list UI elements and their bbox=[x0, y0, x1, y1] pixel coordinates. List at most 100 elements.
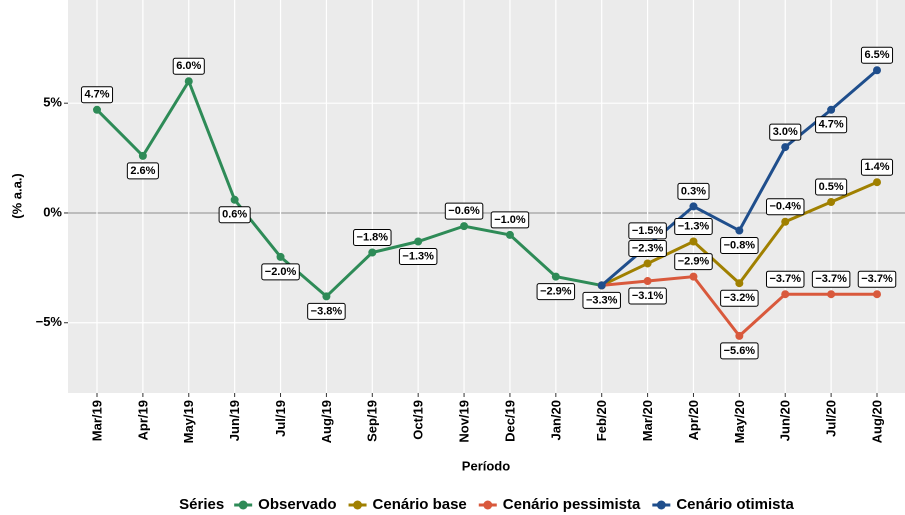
data-point bbox=[460, 222, 469, 231]
data-label: −2.0% bbox=[261, 263, 300, 281]
x-tick-label: Apr/19 bbox=[135, 400, 150, 440]
data-label-text: −3.2% bbox=[724, 292, 756, 304]
data-point bbox=[873, 178, 881, 187]
plot-panel bbox=[68, 0, 905, 393]
data-point bbox=[873, 66, 881, 75]
legend-label: Observado bbox=[258, 496, 336, 513]
label-box bbox=[307, 302, 346, 320]
label-box bbox=[536, 283, 576, 301]
data-label-text: 4.7% bbox=[84, 89, 109, 101]
data-point bbox=[230, 195, 239, 204]
x-tick-label: Aug/20 bbox=[869, 400, 884, 443]
data-label-text: −0.4% bbox=[769, 201, 801, 213]
data-label: 6.0% bbox=[172, 57, 205, 75]
data-label: −1.3% bbox=[674, 218, 713, 236]
legend-title: Séries bbox=[179, 496, 224, 513]
label-box bbox=[720, 289, 759, 307]
label-box bbox=[815, 116, 848, 134]
label-box bbox=[811, 270, 851, 288]
data-point bbox=[827, 290, 836, 299]
data-label-text: −5.6% bbox=[724, 345, 756, 357]
label-box bbox=[765, 198, 805, 216]
data-point bbox=[827, 105, 836, 114]
data-point bbox=[368, 248, 377, 257]
data-label-text: 1.4% bbox=[864, 161, 889, 173]
data-point bbox=[781, 217, 790, 226]
data-point bbox=[414, 237, 423, 246]
data-label: −3.7% bbox=[765, 270, 805, 288]
x-tick-label: Jan/20 bbox=[548, 400, 563, 440]
data-label: 1.4% bbox=[860, 158, 894, 176]
label-box bbox=[628, 222, 667, 240]
label-box bbox=[628, 239, 667, 257]
legend-swatch bbox=[483, 500, 493, 510]
data-label: −2.9% bbox=[674, 253, 713, 271]
data-point bbox=[643, 259, 652, 268]
data-label: −0.4% bbox=[765, 198, 805, 216]
x-tick-label: Jul/20 bbox=[824, 400, 839, 437]
label-box bbox=[490, 211, 530, 229]
data-label-text: 2.6% bbox=[130, 165, 155, 177]
x-tick-label: Dec/19 bbox=[502, 400, 517, 442]
data-point bbox=[597, 281, 606, 290]
data-label-text: −1.0% bbox=[494, 214, 526, 226]
data-label: −3.7% bbox=[857, 270, 897, 288]
data-label: 2.6% bbox=[126, 162, 159, 180]
x-tick-label: Jul/19 bbox=[273, 400, 288, 437]
label-box bbox=[769, 123, 802, 141]
data-point bbox=[781, 290, 790, 299]
data-label: −3.3% bbox=[582, 291, 621, 309]
label-box bbox=[815, 178, 848, 196]
data-point bbox=[138, 151, 147, 160]
data-point bbox=[873, 290, 881, 299]
x-tick-label: Sep/19 bbox=[365, 400, 380, 442]
data-label: −5.6% bbox=[720, 342, 759, 360]
label-box bbox=[126, 162, 159, 180]
data-point bbox=[184, 77, 193, 86]
data-point bbox=[689, 237, 698, 246]
x-tick-label: Mar/19 bbox=[89, 400, 104, 441]
data-label: −2.9% bbox=[536, 283, 576, 301]
legend-swatch bbox=[238, 500, 248, 510]
x-tick-label: May/19 bbox=[181, 400, 196, 443]
data-point bbox=[735, 331, 744, 340]
data-label-text: 0.3% bbox=[681, 185, 706, 197]
x-tick-label: Jun/19 bbox=[227, 400, 242, 441]
data-label-text: −3.7% bbox=[861, 273, 893, 285]
label-box bbox=[860, 158, 894, 176]
data-label: −0.6% bbox=[444, 202, 484, 220]
x-tick-label: Aug/19 bbox=[319, 400, 334, 443]
y-tick-label: 0% bbox=[43, 204, 62, 219]
label-box bbox=[674, 253, 713, 271]
label-box bbox=[857, 270, 897, 288]
label-box bbox=[860, 46, 894, 64]
label-box bbox=[444, 202, 484, 220]
series-line bbox=[95, 77, 602, 299]
label-box bbox=[582, 291, 621, 309]
data-label-text: 3.0% bbox=[773, 126, 798, 138]
data-label: −1.8% bbox=[353, 228, 392, 246]
legend-swatch bbox=[353, 500, 363, 510]
data-label: 6.5% bbox=[860, 46, 894, 64]
legend-swatch bbox=[656, 500, 666, 510]
data-label: −3.7% bbox=[811, 270, 851, 288]
data-label-text: −2.9% bbox=[540, 286, 572, 298]
label-box bbox=[172, 57, 205, 75]
label-box bbox=[261, 263, 300, 281]
data-label-text: −1.3% bbox=[402, 250, 434, 262]
data-label-text: −1.5% bbox=[632, 225, 664, 237]
data-label: 0.6% bbox=[218, 206, 251, 224]
y-axis-title: (% a.a.) bbox=[9, 173, 24, 219]
data-label: −2.3% bbox=[628, 239, 667, 257]
x-tick-label: Mar/20 bbox=[640, 400, 655, 441]
label-box bbox=[628, 287, 667, 305]
data-point bbox=[643, 277, 652, 286]
data-label: −1.0% bbox=[490, 211, 530, 229]
x-tick-label: Jun/20 bbox=[778, 400, 793, 441]
data-label: −1.5% bbox=[628, 222, 667, 240]
data-label-text: −3.3% bbox=[586, 294, 618, 306]
data-label-text: −3.8% bbox=[311, 305, 343, 317]
data-label: −1.3% bbox=[398, 248, 438, 266]
data-label-text: −3.1% bbox=[632, 290, 664, 302]
